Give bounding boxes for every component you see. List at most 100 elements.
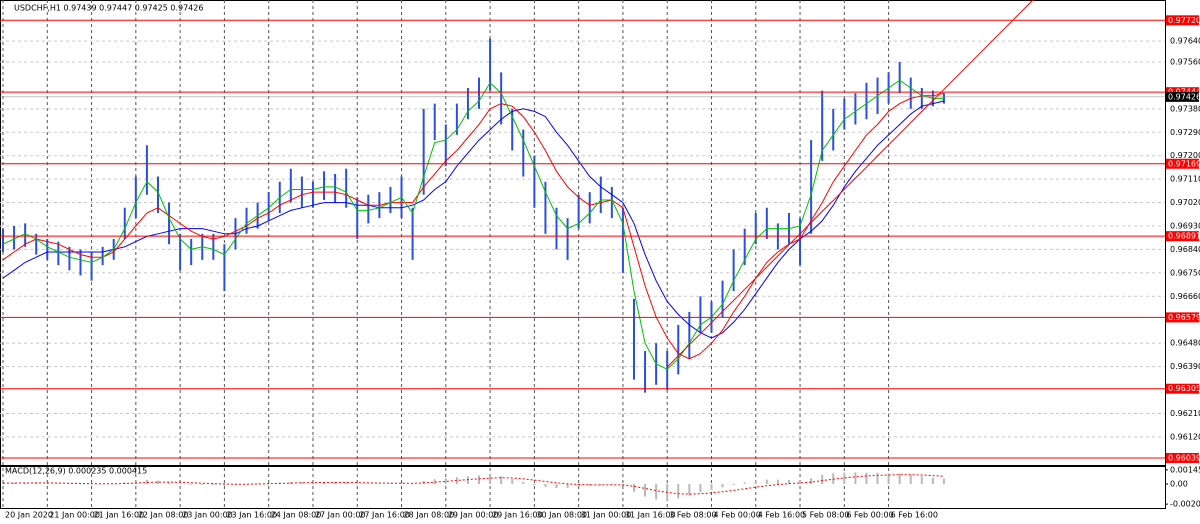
y-tick-label: 0.96210 bbox=[1170, 409, 1200, 418]
macd-bar bbox=[566, 484, 569, 488]
macd-bar bbox=[821, 474, 824, 484]
level-label: 0.96579 bbox=[1168, 313, 1200, 322]
macd-bar bbox=[599, 484, 602, 485]
y-tick-label: 0.96660 bbox=[1170, 292, 1200, 301]
macd-bar bbox=[710, 484, 713, 490]
macd-bar bbox=[743, 482, 746, 484]
macd-bar bbox=[688, 484, 691, 496]
macd-bar bbox=[555, 484, 558, 489]
x-tick-label: 6 Feb 00:00 bbox=[846, 511, 893, 520]
macd-bar bbox=[300, 482, 303, 484]
macd-bar bbox=[444, 478, 447, 484]
x-tick-label: 3 Feb 08:00 bbox=[669, 511, 716, 520]
macd-bar bbox=[544, 484, 547, 487]
chart-title: USDCHF,H1 0.97439 0.97447 0.97425 0.9742… bbox=[14, 4, 203, 13]
x-tick-label: 29 Jan 16:00 bbox=[492, 511, 543, 520]
y-tick-label: 0.96750 bbox=[1170, 268, 1200, 277]
macd-bar bbox=[46, 483, 49, 484]
macd-bar bbox=[511, 479, 514, 484]
macd-bar bbox=[776, 479, 779, 484]
macd-bar bbox=[212, 484, 215, 486]
macd-bar bbox=[843, 472, 846, 484]
x-tick-label: 31 Jan 00:00 bbox=[581, 511, 632, 520]
y-tick-label: 0.96480 bbox=[1170, 339, 1200, 348]
trendline-extension bbox=[943, 0, 1034, 90]
last-price-box bbox=[1166, 91, 1199, 102]
level-label-box bbox=[1166, 15, 1199, 26]
macd-bar bbox=[588, 484, 591, 486]
macd-bar bbox=[455, 477, 458, 484]
level-label: 0.97720 bbox=[1168, 16, 1200, 25]
macd-bar bbox=[765, 479, 768, 484]
macd-bar bbox=[876, 472, 879, 484]
level-label: 0.96891 bbox=[1168, 232, 1200, 241]
macd-bar bbox=[632, 484, 635, 492]
macd-tick-label: 0.001458 bbox=[1170, 465, 1200, 474]
macd-bar bbox=[677, 484, 680, 499]
y-tick-label: 0.96930 bbox=[1170, 221, 1200, 230]
macd-bar bbox=[24, 482, 27, 484]
level-label: 0.96039 bbox=[1168, 453, 1200, 462]
x-tick-label: 6 Feb 16:00 bbox=[891, 511, 938, 520]
macd-bar bbox=[190, 484, 193, 485]
level-label: 0.97169 bbox=[1168, 159, 1200, 168]
macd-bar bbox=[168, 482, 171, 484]
y-tick-label: 0.97640 bbox=[1170, 37, 1200, 46]
macd-bar bbox=[810, 478, 813, 484]
x-tick-label: 23 Jan 00:00 bbox=[182, 511, 233, 520]
macd-bar bbox=[942, 478, 945, 484]
macd-bar bbox=[577, 484, 580, 487]
macd-bar bbox=[466, 476, 469, 484]
macd-bar bbox=[732, 484, 735, 485]
macd-bar bbox=[887, 473, 890, 484]
macd-bar bbox=[898, 473, 901, 484]
macd-bar bbox=[35, 482, 38, 484]
level-label-box bbox=[1166, 231, 1199, 242]
level-label-box bbox=[1166, 383, 1199, 394]
macd-bar bbox=[2, 483, 4, 484]
macd-bar bbox=[13, 482, 16, 484]
macd-bar bbox=[500, 476, 503, 484]
macd-bar bbox=[787, 479, 790, 484]
x-tick-label: 23 Jan 16:00 bbox=[226, 511, 277, 520]
level-label-box bbox=[1166, 158, 1199, 169]
x-tick-label: 22 Jan 08:00 bbox=[138, 511, 189, 520]
macd-bar bbox=[145, 479, 148, 484]
x-tick-label: 27 Jan 00:00 bbox=[315, 511, 366, 520]
level-label-box bbox=[1166, 312, 1199, 323]
x-tick-label: 29 Jan 00:00 bbox=[448, 511, 499, 520]
x-tick-label: 21 Jan 16:00 bbox=[94, 511, 145, 520]
macd-bar bbox=[865, 472, 868, 484]
x-tick-label: 4 Feb 16:00 bbox=[758, 511, 805, 520]
macd-bar bbox=[156, 480, 159, 484]
macd-bar bbox=[655, 484, 658, 500]
macd-bar bbox=[854, 472, 857, 484]
y-tick-label: 0.96840 bbox=[1170, 245, 1200, 254]
macd-bar bbox=[478, 475, 481, 484]
macd-bar bbox=[754, 480, 757, 484]
macd-frame bbox=[0, 466, 1166, 509]
macd-bar bbox=[223, 484, 226, 486]
x-tick-label: 5 Feb 08:00 bbox=[802, 511, 849, 520]
macd-bar bbox=[644, 484, 647, 497]
x-tick-label: 31 Jan 16:00 bbox=[625, 511, 676, 520]
x-tick-label: 28 Jan 08:00 bbox=[404, 511, 455, 520]
macd-bar bbox=[311, 482, 314, 484]
x-tick-label: 30 Jan 08:00 bbox=[536, 511, 587, 520]
moving-average bbox=[2, 79, 944, 370]
macd-bar bbox=[799, 480, 802, 484]
y-tick-label: 0.97110 bbox=[1170, 175, 1200, 184]
y-tick-label: 0.97560 bbox=[1170, 57, 1200, 66]
last-price-label: 0.97426 bbox=[1168, 92, 1200, 101]
marks bbox=[0, 0, 1165, 500]
macd-bar bbox=[931, 477, 934, 484]
macd-bar bbox=[289, 482, 292, 484]
macd-bar bbox=[909, 474, 912, 484]
macd-bar bbox=[699, 484, 702, 493]
moving-average bbox=[2, 92, 945, 360]
macd-bar bbox=[533, 484, 536, 485]
macd-bar bbox=[489, 474, 492, 484]
macd-bar bbox=[201, 484, 204, 485]
macd-bar bbox=[400, 483, 403, 484]
